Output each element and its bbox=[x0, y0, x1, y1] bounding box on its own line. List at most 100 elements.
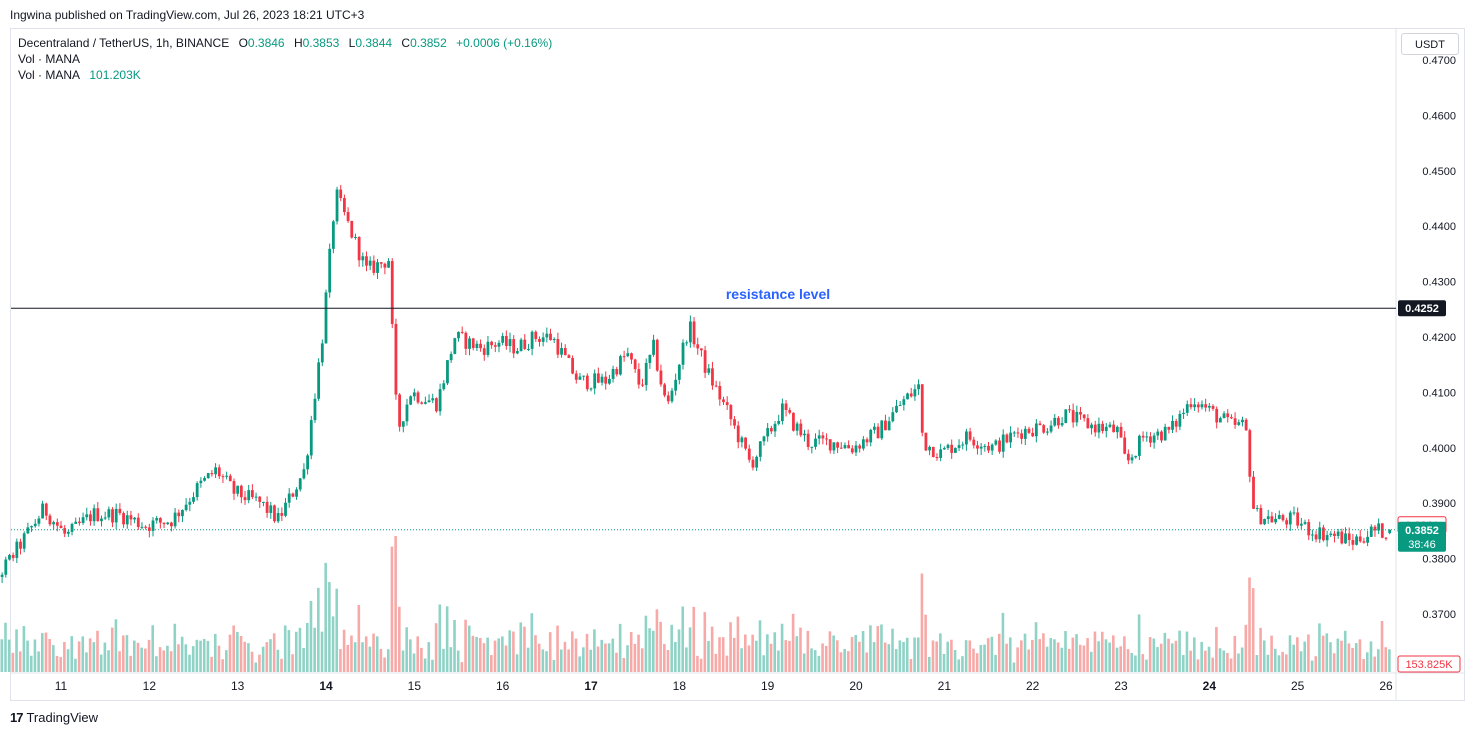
volume-bar bbox=[55, 655, 59, 672]
volume-bar bbox=[434, 623, 438, 672]
volume-bar bbox=[596, 646, 600, 672]
candle-body bbox=[611, 368, 615, 379]
volume-bar bbox=[442, 648, 445, 672]
volume-bar bbox=[206, 640, 210, 672]
currency-button[interactable]: USDT bbox=[1401, 33, 1459, 55]
candle-body bbox=[387, 261, 390, 268]
candle-body bbox=[181, 509, 184, 517]
candle-body bbox=[869, 429, 873, 443]
volume-bar bbox=[725, 655, 729, 672]
candle-body bbox=[582, 375, 586, 377]
volume-bar bbox=[33, 639, 37, 672]
candle-body bbox=[89, 514, 92, 522]
volume-bar bbox=[335, 588, 339, 672]
candle-body bbox=[258, 496, 262, 502]
legend-symbol[interactable]: Decentraland / TetherUS, 1h, BINANCE bbox=[18, 36, 230, 50]
volume-bar bbox=[1185, 631, 1189, 672]
volume-bar bbox=[692, 606, 696, 672]
candle-body bbox=[769, 428, 773, 432]
volume-bar bbox=[1354, 643, 1358, 672]
legend-volume-label-1[interactable]: Vol · MANA bbox=[18, 52, 81, 66]
candle-body bbox=[1123, 437, 1127, 454]
candle-body bbox=[828, 439, 832, 451]
volume-bar bbox=[254, 662, 258, 672]
candle-body bbox=[361, 256, 365, 261]
volume-bar bbox=[773, 632, 777, 672]
volume-bar bbox=[210, 656, 213, 672]
candle-body bbox=[490, 341, 494, 346]
volume-bar bbox=[957, 659, 961, 672]
candle-body bbox=[1005, 434, 1009, 443]
candle-body bbox=[523, 339, 527, 349]
volume-bar bbox=[593, 629, 596, 672]
volume-bar bbox=[195, 639, 199, 672]
candle-body bbox=[1307, 522, 1311, 536]
volume-bar bbox=[497, 638, 500, 672]
candle-body bbox=[998, 440, 1001, 452]
volume-bar bbox=[1145, 659, 1148, 672]
candle-body bbox=[1079, 411, 1082, 415]
tradingview-logo[interactable]: 17 TradingView bbox=[10, 710, 98, 725]
volume-bar bbox=[394, 536, 397, 672]
candle-body bbox=[1009, 432, 1012, 443]
volume-bar bbox=[699, 658, 703, 672]
candle-body bbox=[140, 526, 144, 528]
candle-body bbox=[1358, 536, 1362, 542]
volume-bar bbox=[37, 651, 40, 672]
volume-bar bbox=[696, 655, 699, 672]
candle-body bbox=[44, 503, 48, 516]
candle-body bbox=[4, 559, 8, 575]
candle-body bbox=[313, 398, 317, 421]
candle-body bbox=[1388, 529, 1392, 534]
candle-body bbox=[1366, 536, 1369, 543]
candle-body bbox=[574, 373, 578, 380]
candle-body bbox=[619, 356, 622, 375]
volume-bar bbox=[22, 626, 26, 672]
candle-body bbox=[1299, 523, 1303, 526]
volume-bar bbox=[1262, 640, 1266, 672]
volume-bar bbox=[258, 654, 261, 672]
candle-body bbox=[515, 351, 519, 354]
candle-body bbox=[685, 342, 689, 344]
y-tick-label: 0.3900 bbox=[1422, 498, 1456, 510]
volume-bar bbox=[994, 654, 997, 672]
candle-body bbox=[225, 475, 229, 477]
candle-body bbox=[600, 376, 604, 383]
candle-body bbox=[70, 523, 74, 532]
volume-bar bbox=[1064, 631, 1067, 672]
candle-body bbox=[527, 348, 530, 350]
candle-body bbox=[188, 501, 192, 505]
candle-body bbox=[343, 198, 346, 213]
volume-bar bbox=[611, 638, 615, 672]
candle-body bbox=[1259, 507, 1263, 525]
resistance-price-text: 0.4252 bbox=[1405, 303, 1439, 315]
candle-body bbox=[354, 236, 357, 238]
candle-body bbox=[1045, 431, 1049, 433]
candle-body bbox=[147, 527, 151, 531]
volume-bar bbox=[92, 642, 96, 672]
candle-body bbox=[37, 518, 41, 524]
volume-bar bbox=[740, 648, 743, 672]
volume-bar bbox=[1343, 630, 1347, 672]
candle-body bbox=[26, 527, 30, 534]
candle-body bbox=[1226, 413, 1230, 418]
candle-body bbox=[1068, 409, 1071, 411]
candle-body bbox=[843, 445, 847, 449]
volume-bar bbox=[1089, 651, 1093, 672]
candle-body bbox=[464, 332, 468, 349]
volume-bar bbox=[1178, 630, 1181, 672]
x-tick-label: 23 bbox=[1114, 679, 1128, 693]
volume-bar bbox=[1093, 631, 1097, 672]
candle-body bbox=[1189, 404, 1193, 408]
volume-bar bbox=[1229, 658, 1233, 672]
candle-body bbox=[861, 439, 865, 449]
legend-volume-label-2[interactable]: Vol · MANA bbox=[18, 68, 81, 82]
volume-bar bbox=[85, 652, 88, 672]
volume-bar bbox=[1045, 646, 1049, 672]
candle-body bbox=[1060, 422, 1064, 426]
x-tick-label: 18 bbox=[673, 679, 687, 693]
chart-frame[interactable] bbox=[10, 28, 1465, 701]
candle-body bbox=[442, 383, 446, 390]
candle-body bbox=[1237, 422, 1241, 425]
